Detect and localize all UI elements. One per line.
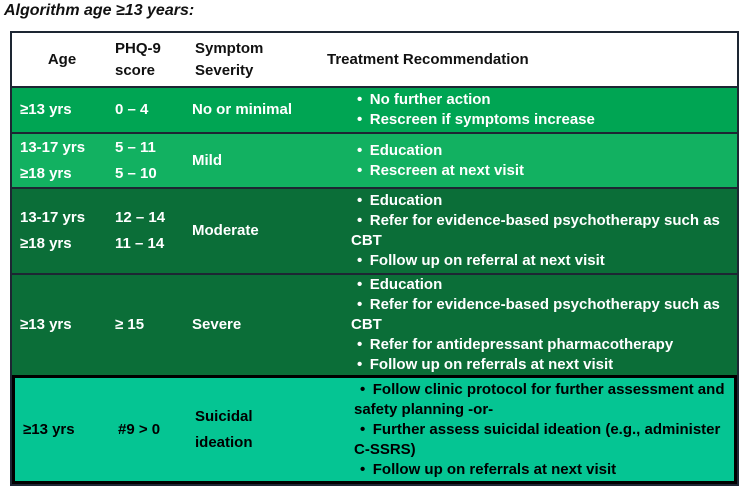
bullet-item: • Refer for antidepressant pharmacothera… <box>357 336 674 353</box>
header-treatment-recommendation: Treatment Recommendation <box>324 33 737 86</box>
cell-line: Suicidal <box>195 407 253 425</box>
cell-line: 5 – 11 <box>115 138 156 156</box>
severity-cell: Suicidal ideation <box>192 378 342 481</box>
bullet-item: • Refer for evidence-based psychotherapy… <box>351 296 720 333</box>
severity-cell: Moderate <box>189 189 339 273</box>
cell-line: 12 – 14 <box>115 209 166 226</box>
treatment-cell: • Education • Refer for evidence-based ps… <box>339 189 737 273</box>
header-severity-line2: Severity <box>195 61 254 79</box>
header-score-line1: PHQ-9 <box>115 39 161 57</box>
cell-line: ≥ 15 <box>115 316 145 333</box>
table-header-row: Age PHQ-9 score Symptom Severity Treatme… <box>12 33 737 86</box>
severity-cell: No or minimal <box>189 88 339 132</box>
age-cell: ≥13 yrs <box>15 378 115 481</box>
bullet-item: • Follow up on referral at next visit <box>357 252 605 269</box>
age-cell: ≥13 yrs <box>12 275 112 375</box>
cell-line: ≥13 yrs <box>20 101 72 118</box>
table-row-severe: ≥13 yrs ≥ 15 Severe • Education • Refer f… <box>12 273 737 375</box>
cell-line: 13-17 yrs <box>20 138 86 156</box>
cell-line: Moderate <box>192 222 259 239</box>
bullet-item: • Education <box>357 141 443 159</box>
cell-line: ≥13 yrs <box>20 316 72 333</box>
score-cell: 12 – 14 11 – 14 <box>112 189 189 273</box>
cell-line: 0 – 4 <box>115 101 149 118</box>
bullet-item: • Education <box>357 192 443 209</box>
treatment-cell: • No further action • Rescreen if symptom… <box>339 88 737 132</box>
header-treatment-label: Treatment Recommendation <box>327 50 529 68</box>
bullet-item: • Rescreen if symptoms increase <box>357 111 595 128</box>
bullet-item: • No further action <box>357 91 491 108</box>
cell-line: No or minimal <box>192 101 293 118</box>
severity-cell: Severe <box>189 275 339 375</box>
treatment-cell: • Follow clinic protocol for further ass… <box>342 378 734 481</box>
bullet-item: • Refer for evidence-based psychotherapy… <box>351 212 720 249</box>
bullet-item: • Rescreen at next visit <box>357 161 524 179</box>
cell-line: Mild <box>192 151 222 169</box>
header-age: Age <box>12 33 112 86</box>
cell-line: ≥18 yrs <box>20 164 72 182</box>
algorithm-table: Age PHQ-9 score Symptom Severity Treatme… <box>10 31 739 486</box>
cell-line: 11 – 14 <box>115 235 165 252</box>
cell-line: ideation <box>195 433 253 451</box>
bullet-item: • Education <box>357 276 443 293</box>
age-cell: ≥13 yrs <box>12 88 112 132</box>
header-phq9-score: PHQ-9 score <box>112 33 192 86</box>
score-cell: #9 > 0 <box>115 378 192 481</box>
bullet-item: • Follow up on referrals at next visit <box>357 356 614 373</box>
table-row-mild: 13-17 yrs ≥18 yrs 5 – 11 5 – 10 Mild • Edu… <box>12 132 737 187</box>
header-severity-line1: Symptom <box>195 39 264 57</box>
bullet-item: • Follow clinic protocol for further ass… <box>354 380 725 418</box>
cell-line: ≥18 yrs <box>20 235 72 252</box>
bullet-item: • Follow up on referrals at next visit <box>360 460 617 478</box>
age-cell: 13-17 yrs ≥18 yrs <box>12 189 112 273</box>
treatment-cell: • Education • Refer for evidence-based ps… <box>339 275 737 375</box>
severity-cell: Mild <box>189 134 339 187</box>
cell-line: Severe <box>192 316 242 333</box>
treatment-cell: • Education • Rescreen at next visit <box>339 134 737 187</box>
cell-line: #9 > 0 <box>118 420 161 438</box>
table-row-no-or-minimal: ≥13 yrs 0 – 4 No or minimal • No further… <box>12 86 737 132</box>
score-cell: ≥ 15 <box>112 275 189 375</box>
table-row-suicidal-ideation: ≥13 yrs #9 > 0 Suicidal ideation • Follow… <box>12 375 737 484</box>
page-title: Algorithm age ≥13 years: <box>4 2 195 19</box>
score-cell: 0 – 4 <box>112 88 189 132</box>
table-row-moderate: 13-17 yrs ≥18 yrs 12 – 14 11 – 14 Moderate… <box>12 187 737 273</box>
header-age-label: Age <box>47 50 77 68</box>
header-symptom-severity: Symptom Severity <box>192 33 324 86</box>
cell-line: 13-17 yrs <box>20 209 86 226</box>
age-cell: 13-17 yrs ≥18 yrs <box>12 134 112 187</box>
bullet-item: • Further assess suicidal ideation (e.g.… <box>354 420 721 458</box>
score-cell: 5 – 11 5 – 10 <box>112 134 189 187</box>
cell-line: 5 – 10 <box>115 164 157 182</box>
cell-line: ≥13 yrs <box>23 420 75 438</box>
header-score-line2: score <box>115 61 156 79</box>
